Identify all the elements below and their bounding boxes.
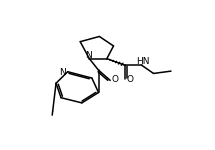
Text: O: O	[111, 75, 118, 84]
Text: O: O	[126, 75, 133, 84]
Text: HN: HN	[137, 57, 150, 66]
Text: N: N	[85, 51, 92, 60]
Text: N: N	[59, 68, 66, 77]
